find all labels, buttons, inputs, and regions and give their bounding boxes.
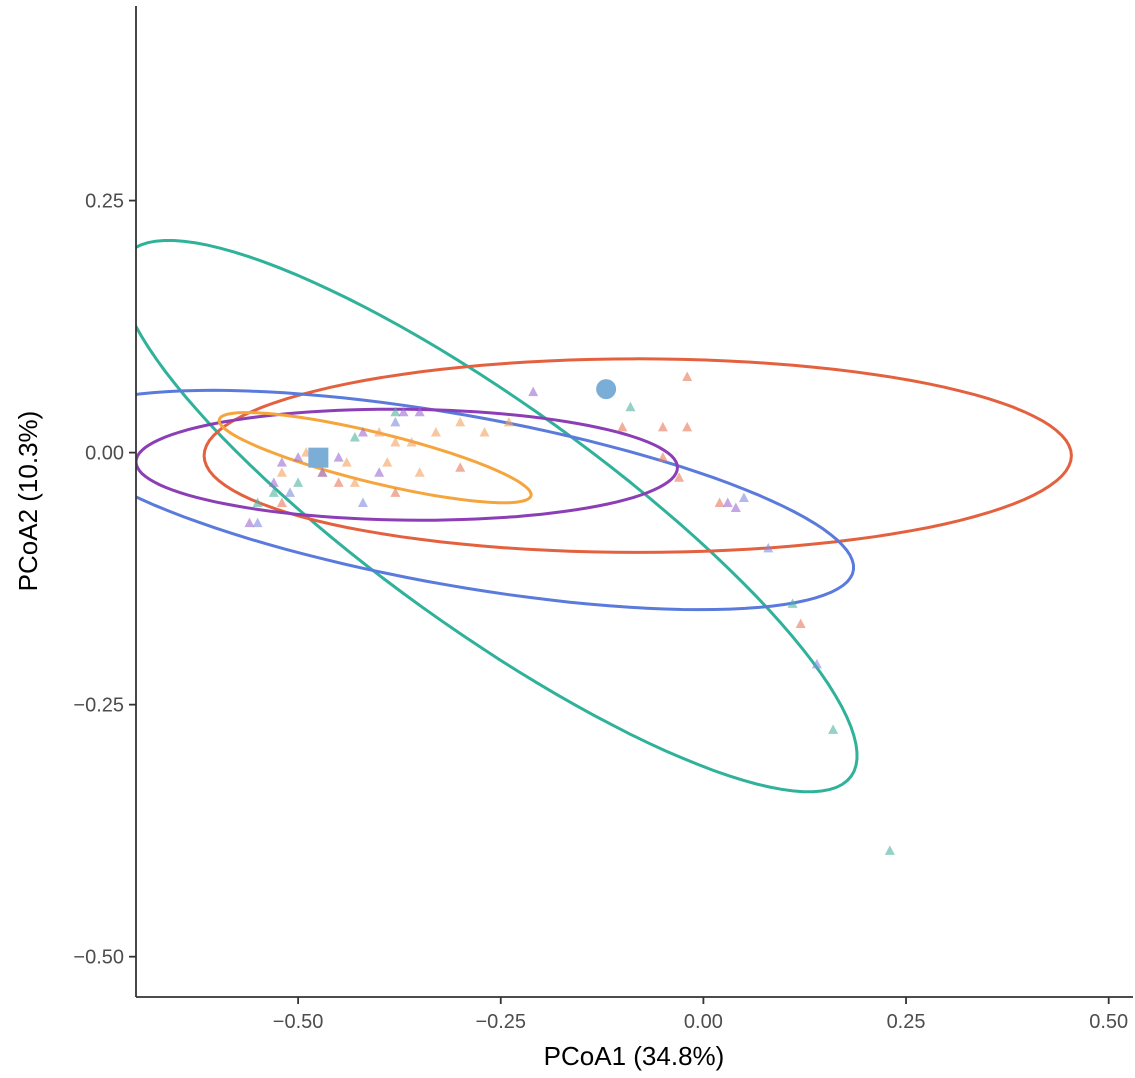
scatter-point-series-3	[268, 487, 279, 497]
scatter-point-series-5	[268, 477, 279, 487]
y-tick-label: −0.50	[73, 947, 124, 969]
scatter-point-series-3	[390, 406, 401, 417]
point-layer	[244, 371, 895, 855]
x-tick-label: 0.00	[684, 1011, 723, 1033]
x-axis-title: PCoA1 (34.8%)	[544, 1041, 725, 1071]
x-tick-label: 0.50	[1089, 1011, 1128, 1033]
scatter-point-series-1	[430, 426, 441, 437]
scatter-point-series-3	[293, 477, 304, 487]
scatter-point-series-5	[374, 467, 385, 477]
scatter-point-series-5	[317, 467, 328, 477]
scatter-point-series-1	[406, 437, 417, 447]
scatter-point-series-5	[722, 497, 733, 508]
scatter-point-series-2	[657, 421, 668, 432]
scatter-point-series-4	[252, 517, 263, 528]
y-axis-title: PCoA2 (10.3%)	[13, 411, 43, 592]
scatter-point-series-2	[276, 497, 287, 508]
scatter-point-series-2	[795, 618, 806, 628]
scatter-point-series-3	[625, 401, 636, 412]
scatter-point-series-2	[714, 497, 725, 508]
scatter-point-series-1	[349, 477, 360, 487]
scatter-point-series-1	[503, 416, 514, 427]
scatter-point-series-3	[884, 845, 895, 855]
scatter-point-series-2	[617, 421, 628, 432]
scatter-point-series-5	[414, 406, 425, 417]
scatter-point-series-5	[357, 426, 368, 437]
scatter-point-series-4	[285, 487, 296, 497]
scatter-point-series-4	[763, 542, 774, 553]
scatter-point-series-3	[252, 497, 263, 508]
scatter-point-series-2	[390, 487, 401, 497]
scatter-point-series-4	[811, 658, 822, 669]
scatter-point-series-2	[682, 421, 693, 432]
scatter-point-series-3	[828, 724, 839, 734]
scatter-point-series-5	[333, 452, 344, 462]
highlight-square-marker	[308, 447, 329, 468]
scatter-point-series-4	[357, 497, 368, 508]
x-tick-label: −0.50	[273, 1011, 324, 1033]
scatter-point-series-1	[382, 457, 393, 467]
scatter-point-series-1	[390, 437, 401, 447]
scatter-point-series-1	[341, 457, 352, 467]
y-tick-label: −0.25	[73, 695, 124, 717]
scatter-point-series-3	[787, 598, 798, 608]
plot-panel	[136, 6, 1133, 997]
scatter-point-series-2	[455, 462, 466, 472]
marker-layer	[308, 379, 617, 468]
scatter-point-series-1	[374, 426, 385, 437]
scatter-point-series-5	[276, 457, 287, 467]
scatter-point-series-1	[276, 467, 287, 477]
scatter-point-series-2	[657, 452, 668, 462]
scatter-point-series-4	[390, 416, 401, 427]
scatter-point-series-3	[349, 431, 360, 442]
scatter-point-series-1	[455, 416, 466, 427]
scatter-point-series-4	[738, 492, 749, 502]
scatter-point-series-1	[414, 467, 425, 477]
scatter-point-series-5	[398, 406, 409, 417]
y-axis-ticks: 0.25 0.00 −0.25 −0.50	[73, 191, 136, 969]
y-tick-label: 0.25	[85, 191, 124, 213]
highlight-circle-marker	[596, 379, 617, 400]
scatter-point-series-2	[682, 371, 693, 381]
scatter-point-series-5	[730, 502, 741, 513]
y-tick-label: 0.00	[85, 443, 124, 465]
scatter-point-series-5	[293, 452, 304, 462]
x-tick-label: 0.25	[887, 1011, 926, 1033]
scatter-point-series-1	[479, 426, 490, 437]
x-tick-label: −0.25	[475, 1011, 526, 1033]
confidence-ellipse-1	[136, 239, 859, 794]
scatter-point-series-2	[333, 477, 344, 487]
scatter-point-series-2	[674, 472, 685, 482]
scatter-point-series-5	[244, 517, 255, 528]
x-axis-ticks: −0.50 −0.25 0.00 0.25 0.50	[273, 997, 1128, 1033]
scatter-point-series-5	[528, 386, 539, 397]
confidence-ellipse-5	[217, 411, 533, 505]
confidence-ellipse-2	[202, 357, 1073, 554]
confidence-ellipse-4	[136, 407, 679, 522]
